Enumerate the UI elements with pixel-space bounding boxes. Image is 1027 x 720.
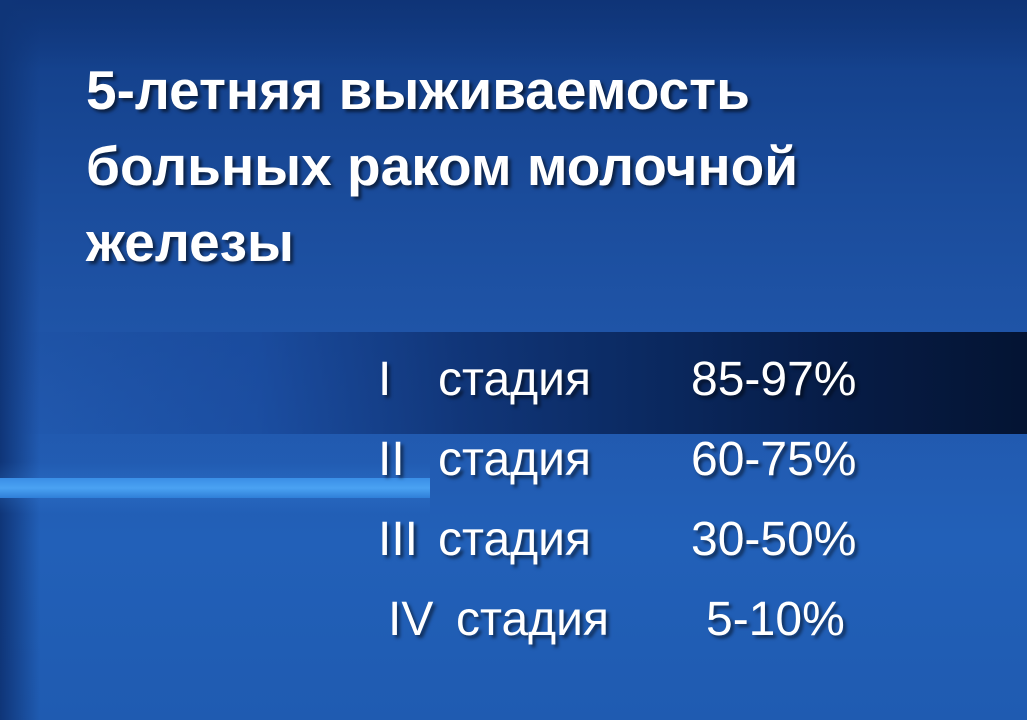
- stage-label: стадия: [438, 513, 591, 566]
- stage-row-1: I стадия 85-97%: [378, 350, 898, 410]
- stage-survival-value: 30-50%: [691, 513, 857, 566]
- accent-stripe-decoration: [0, 478, 430, 498]
- stage-label: стадия: [438, 433, 591, 486]
- top-shade: [0, 0, 1027, 70]
- stage-roman-numeral: III: [378, 513, 419, 566]
- stage-label: стадия: [438, 353, 591, 406]
- stage-label: стадия: [456, 593, 609, 646]
- slide-title-line-2: больных раком молочной: [86, 135, 799, 197]
- stage-survival-value: 85-97%: [691, 353, 857, 406]
- slide-title: 5-летняя выживаемость больных раком моло…: [86, 52, 966, 280]
- stage-survival-value: 60-75%: [691, 433, 857, 486]
- dark-band-decoration: [0, 332, 1027, 434]
- stage-row-3: III стадия 30-50%: [378, 510, 898, 570]
- stage-row-4: IV стадия 5-10%: [388, 590, 908, 650]
- slide-title-line-1: 5-летняя выживаемость: [86, 59, 750, 121]
- stage-roman-numeral: IV: [388, 593, 434, 646]
- stage-roman-numeral: II: [378, 433, 405, 486]
- slide-title-line-3: железы: [86, 211, 294, 273]
- stage-survival-value: 5-10%: [706, 593, 845, 646]
- stage-roman-numeral: I: [378, 353, 392, 406]
- stage-row-2: II стадия 60-75%: [378, 430, 898, 490]
